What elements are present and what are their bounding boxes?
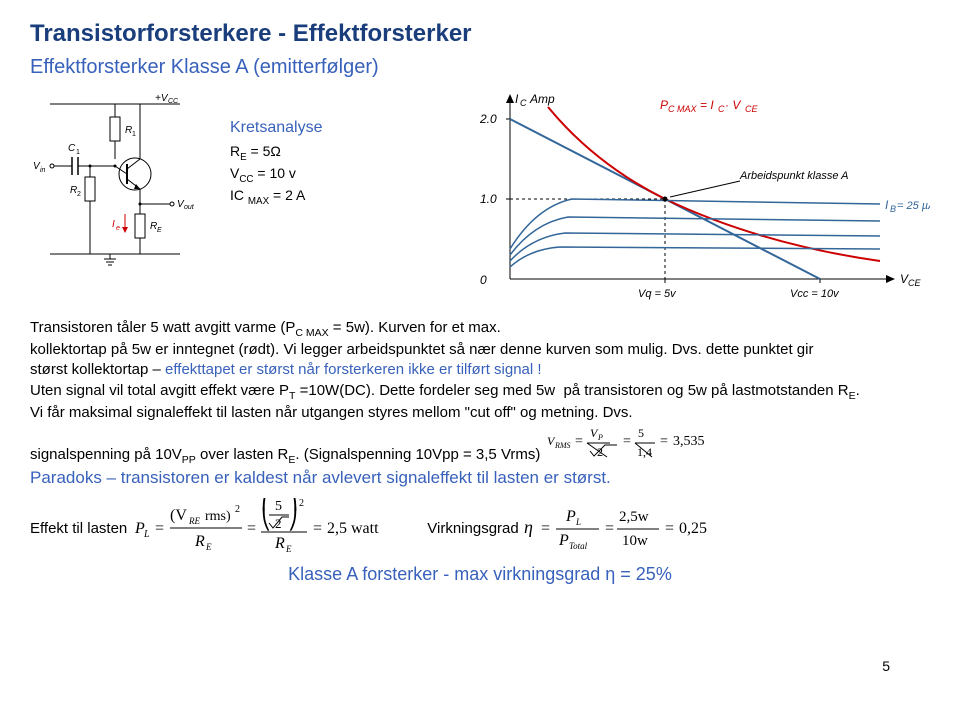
svg-text:0: 0	[480, 273, 487, 287]
bottom-line: Klasse A forsterker - max virkningsgrad …	[30, 564, 930, 585]
svg-text:e: e	[116, 225, 120, 232]
svg-text:3,535: 3,535	[673, 434, 705, 449]
svg-text:CE: CE	[745, 104, 758, 114]
svg-text:= I: = I	[700, 98, 714, 112]
svg-text:⎝: ⎝	[261, 507, 271, 531]
svg-text:I: I	[885, 198, 889, 212]
svg-text:1,4: 1,4	[637, 445, 652, 459]
svg-text:⎠: ⎠	[288, 507, 298, 531]
svg-text:C: C	[68, 143, 76, 154]
svg-text:=: =	[605, 520, 614, 537]
p1b: = 5w). Kurven for et max.	[329, 319, 501, 336]
p2: kollektortap på 5w er inntegnet (rødt). …	[30, 341, 813, 358]
eq1-label: Effekt til lasten	[30, 520, 127, 537]
svg-text:R: R	[194, 533, 205, 550]
eq2-label: Virkningsgrad	[427, 520, 518, 537]
svg-text:1: 1	[76, 149, 80, 156]
svg-text:C: C	[520, 98, 527, 108]
svg-text:E: E	[157, 227, 162, 234]
p5: Vi får maksimal signaleffekt til lasten …	[30, 404, 633, 421]
svg-text:2: 2	[597, 445, 603, 459]
svg-text:· V: · V	[725, 98, 741, 112]
p3blue: effekttapet er størst når forsterkeren i…	[165, 361, 542, 378]
kret-line3: IC MAX = 2 A	[230, 187, 323, 207]
rms-eq: V RMS = V P 2 = 5 1,4 = 3,535	[545, 423, 730, 459]
svg-text:R: R	[274, 535, 285, 552]
svg-text:(V: (V	[170, 507, 187, 524]
p1a: Transistoren tåler 5 watt avgitt varme (…	[30, 319, 295, 336]
svg-text:5: 5	[638, 426, 644, 440]
kret-line1: RE = 5Ω	[230, 143, 323, 163]
svg-text:2: 2	[235, 504, 240, 515]
page-number: 5	[882, 658, 890, 674]
vcc-label: +V	[155, 93, 169, 104]
svg-text:5: 5	[275, 499, 282, 514]
kretsanalyse-block: Kretsanalyse RE = 5Ω VCC = 10 v IC MAX =…	[230, 119, 323, 208]
svg-text:P: P	[565, 508, 576, 525]
svg-text:2,5 watt: 2,5 watt	[327, 520, 379, 537]
svg-text:P: P	[660, 98, 668, 112]
svg-text:2: 2	[275, 516, 282, 531]
svg-text:= 25 µA: = 25 µA	[897, 200, 930, 212]
svg-text:L: L	[143, 529, 150, 540]
eq2-svg: η = P L P Total = 2,5w 10w = 0,25	[519, 503, 739, 553]
svg-text:rms): rms)	[205, 509, 231, 524]
svg-text:2: 2	[299, 498, 304, 509]
svg-text:CE: CE	[908, 278, 921, 288]
svg-text:0,25: 0,25	[679, 520, 707, 537]
svg-text:B: B	[890, 204, 896, 214]
svg-text:Vq = 5v: Vq = 5v	[638, 288, 677, 300]
svg-text:RE: RE	[188, 516, 200, 526]
svg-text:C MAX: C MAX	[668, 104, 698, 114]
eq1-svg: P L = (V RE rms) 2 R E = ⎛ ⎝ 5 2 ⎞ ⎠ 2 R…	[127, 498, 407, 558]
svg-text:1.0: 1.0	[480, 192, 497, 206]
svg-text:=: =	[665, 520, 674, 537]
svg-text:=: =	[313, 520, 322, 537]
top-row: +V CC R 1 V in C 1 R 2	[30, 89, 930, 314]
p7blue: Paradoks – transistoren er kaldest når a…	[30, 468, 611, 487]
circuit-diagram: +V CC R 1 V in C 1 R 2	[30, 89, 210, 274]
svg-text:E: E	[205, 542, 212, 552]
chart: 0 1.0 2.0 I C Amp V CE Vq = 5v Vcc = 10v…	[460, 89, 930, 314]
svg-text:out: out	[184, 204, 195, 211]
svg-text:CC: CC	[168, 98, 179, 105]
body-text: Transistoren tåler 5 watt avgitt varme (…	[30, 318, 930, 490]
svg-text:=: =	[155, 520, 164, 537]
kret-title: Kretsanalyse	[230, 119, 323, 137]
svg-text:C: C	[718, 104, 725, 114]
equation-row: Effekt til lasten P L = (V RE rms) 2 R E…	[30, 498, 930, 558]
svg-text:I: I	[515, 92, 519, 106]
p1sub: C MAX	[295, 327, 328, 339]
svg-text:E: E	[285, 544, 292, 554]
svg-text:10w: 10w	[622, 533, 648, 549]
svg-text:η: η	[524, 517, 533, 537]
svg-text:=: =	[247, 520, 256, 537]
svg-text:=: =	[623, 434, 631, 449]
svg-text:P: P	[597, 433, 603, 442]
p3a: størst kollektortap –	[30, 361, 165, 378]
main-title: Transistorforsterkere - Effektforsterker	[30, 20, 930, 48]
svg-text:Vcc = 10v: Vcc = 10v	[790, 288, 840, 300]
svg-text:Amp: Amp	[529, 92, 555, 106]
svg-text:I: I	[112, 219, 115, 230]
svg-text:2.0: 2.0	[479, 112, 497, 126]
svg-text:RMS: RMS	[554, 441, 571, 450]
kret-line2: VCC = 10 v	[230, 165, 323, 185]
svg-text:2,5w: 2,5w	[619, 509, 649, 525]
svg-text:Total: Total	[569, 541, 588, 551]
svg-text:=: =	[541, 520, 550, 537]
sub-title: Effektforsterker Klasse A (emitterfølger…	[30, 56, 930, 79]
svg-text:in: in	[40, 167, 46, 174]
svg-text:L: L	[575, 517, 581, 527]
svg-text:P: P	[558, 532, 569, 549]
svg-text:1: 1	[132, 131, 136, 138]
svg-text:Arbeidspunkt klasse A: Arbeidspunkt klasse A	[739, 170, 848, 182]
svg-text:=: =	[575, 434, 583, 449]
svg-text:=: =	[660, 434, 668, 449]
svg-text:2: 2	[77, 191, 81, 198]
